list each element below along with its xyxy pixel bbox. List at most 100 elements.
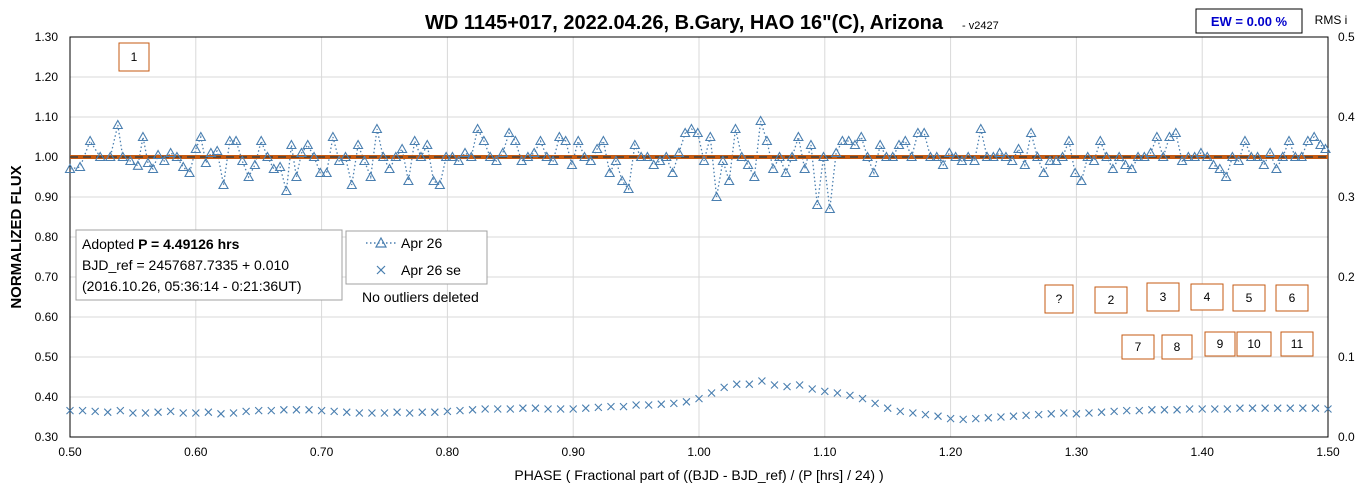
x-tick-label: 1.50: [1316, 445, 1340, 459]
data-point-apr26-se: [1248, 404, 1257, 413]
data-point-apr26: [981, 151, 993, 162]
data-point-apr26: [849, 139, 861, 150]
data-point-apr26-se: [66, 406, 74, 415]
x-tick-label: 0.60: [184, 445, 208, 459]
event-marker-10: 9: [1204, 331, 1236, 357]
data-point-apr26: [717, 155, 729, 166]
x-tick-label: 1.40: [1191, 445, 1215, 459]
data-point-apr26: [503, 127, 515, 138]
ew-label: EW = 0.00 %: [1211, 14, 1288, 29]
data-point-apr26: [830, 147, 842, 158]
data-point-apr26: [868, 167, 880, 178]
data-point-apr26-se: [1261, 404, 1269, 413]
data-point-apr26: [236, 155, 248, 166]
data-point-apr26: [1289, 151, 1301, 162]
data-point-apr26: [755, 115, 767, 126]
data-point-apr26: [1270, 163, 1282, 174]
data-point-apr26: [874, 139, 886, 150]
x-tick-label: 0.80: [436, 445, 460, 459]
data-point-apr26: [786, 151, 798, 162]
svg-text:9: 9: [1217, 337, 1224, 351]
data-point-apr26: [358, 155, 370, 166]
y-tick-label: 0.40: [35, 390, 59, 404]
data-point-apr26: [1195, 147, 1207, 158]
data-point-apr26: [1094, 135, 1106, 146]
data-point-apr26: [824, 203, 836, 214]
data-point-apr26: [1258, 159, 1270, 170]
data-point-apr26-se: [1324, 405, 1332, 413]
data-point-apr26: [925, 151, 936, 162]
data-point-apr26: [1132, 151, 1144, 162]
data-point-apr26: [623, 183, 634, 194]
data-point-apr26: [132, 160, 144, 170]
legend: [345, 230, 488, 285]
x-tick-label: 0.70: [310, 445, 334, 459]
data-point-apr26-se: [481, 405, 490, 413]
data-point-apr26-se: [129, 409, 137, 417]
data-point-apr26: [171, 151, 183, 162]
svg-text:4: 4: [1204, 290, 1211, 304]
svg-text:7: 7: [1135, 340, 1142, 354]
data-point-apr26: [377, 151, 389, 162]
data-point-apr26-se: [833, 389, 842, 397]
data-point-apr26: [402, 175, 414, 186]
data-point-apr26-se: [179, 409, 188, 417]
data-point-apr26: [1182, 151, 1194, 162]
data-point-apr26: [1277, 151, 1289, 162]
data-point-apr26: [64, 163, 76, 174]
data-point-apr26: [230, 135, 242, 146]
data-point-apr26: [302, 139, 314, 150]
data-point-apr26: [566, 159, 578, 170]
y-tick-label: 0.60: [35, 310, 59, 324]
data-point-apr26-se: [493, 405, 502, 413]
data-point-apr26: [285, 139, 297, 150]
data-point-apr26: [1082, 151, 1094, 162]
data-point-apr26-se: [430, 408, 439, 417]
data-point-apr26: [811, 199, 823, 210]
data-point-apr26-se: [254, 406, 263, 415]
x-tick-label: 0.90: [562, 445, 586, 459]
data-point-apr26-se: [946, 414, 955, 423]
data-point-apr26: [1044, 155, 1056, 166]
data-point-apr26-se: [619, 402, 628, 411]
data-point-apr26-se: [141, 409, 150, 417]
data-point-apr26-se: [355, 409, 364, 417]
x-tick-label: 1.10: [813, 445, 837, 459]
data-point-apr26: [472, 123, 484, 134]
data-point-apr26: [843, 135, 855, 146]
data-point-apr26: [1239, 135, 1251, 146]
data-point-apr26: [1315, 139, 1326, 150]
data-point-apr26: [1031, 151, 1043, 162]
y-tick-label: 0.70: [35, 270, 59, 284]
data-point-apr26: [440, 151, 452, 162]
data-point-apr26: [560, 135, 572, 146]
y-tick-label: 0.80: [35, 230, 59, 244]
data-point-apr26: [340, 151, 351, 162]
data-point-apr26: [321, 167, 333, 178]
y-tick-label: 1.00: [35, 150, 59, 164]
data-point-apr26-se: [217, 409, 225, 418]
y-tick-label: 0.90: [35, 190, 59, 204]
data-point-apr26: [434, 179, 446, 190]
data-point-apr26-se: [758, 377, 766, 385]
data-point-apr26-se: [1147, 405, 1156, 414]
data-point-apr26-se: [1236, 404, 1244, 413]
data-point-apr26-se: [934, 412, 942, 421]
x-tick-label: 0.50: [58, 445, 82, 459]
data-point-apr26-se: [971, 414, 980, 423]
data-point-apr26: [384, 163, 395, 174]
data-point-apr26-se: [695, 394, 703, 403]
data-point-apr26-se: [795, 381, 804, 389]
data-point-apr26: [1057, 151, 1069, 162]
data-point-apr26-se: [808, 385, 817, 393]
data-point-apr26: [1126, 163, 1138, 174]
data-point-apr26-se: [166, 407, 175, 416]
data-point-apr26: [585, 155, 597, 166]
data-point-apr26-se: [204, 408, 213, 417]
svg-text:10: 10: [1247, 337, 1261, 351]
data-point-apr26-se: [443, 407, 452, 416]
y-tick-label: 0.50: [35, 350, 59, 364]
data-point-apr26: [415, 151, 427, 162]
info-line3: (2016.10.26, 05:36:14 - 0:21:36UT): [82, 278, 301, 294]
data-point-apr26-se: [669, 399, 678, 408]
